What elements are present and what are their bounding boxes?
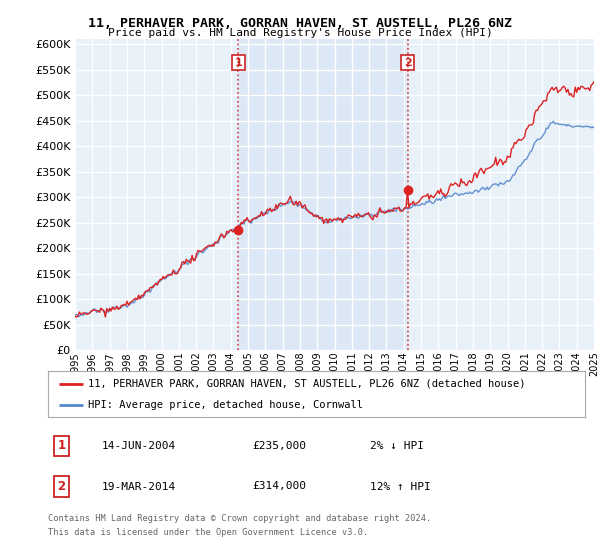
Text: 14-JUN-2004: 14-JUN-2004: [102, 441, 176, 451]
Text: 1: 1: [58, 440, 65, 452]
Text: 11, PERHAVER PARK, GORRAN HAVEN, ST AUSTELL, PL26 6NZ (detached house): 11, PERHAVER PARK, GORRAN HAVEN, ST AUST…: [88, 379, 526, 389]
Text: 1: 1: [235, 58, 242, 68]
Text: HPI: Average price, detached house, Cornwall: HPI: Average price, detached house, Corn…: [88, 400, 363, 410]
Text: 2% ↓ HPI: 2% ↓ HPI: [370, 441, 424, 451]
Text: Price paid vs. HM Land Registry's House Price Index (HPI): Price paid vs. HM Land Registry's House …: [107, 28, 493, 38]
Text: 2: 2: [58, 480, 65, 493]
Text: 2: 2: [404, 58, 412, 68]
Text: 11, PERHAVER PARK, GORRAN HAVEN, ST AUSTELL, PL26 6NZ: 11, PERHAVER PARK, GORRAN HAVEN, ST AUST…: [88, 17, 512, 30]
Text: This data is licensed under the Open Government Licence v3.0.: This data is licensed under the Open Gov…: [48, 528, 368, 536]
Text: 19-MAR-2014: 19-MAR-2014: [102, 482, 176, 492]
Text: £314,000: £314,000: [252, 482, 306, 492]
Text: Contains HM Land Registry data © Crown copyright and database right 2024.: Contains HM Land Registry data © Crown c…: [48, 514, 431, 523]
Bar: [238, 39, 407, 350]
Text: £235,000: £235,000: [252, 441, 306, 451]
Text: 12% ↑ HPI: 12% ↑ HPI: [370, 482, 431, 492]
